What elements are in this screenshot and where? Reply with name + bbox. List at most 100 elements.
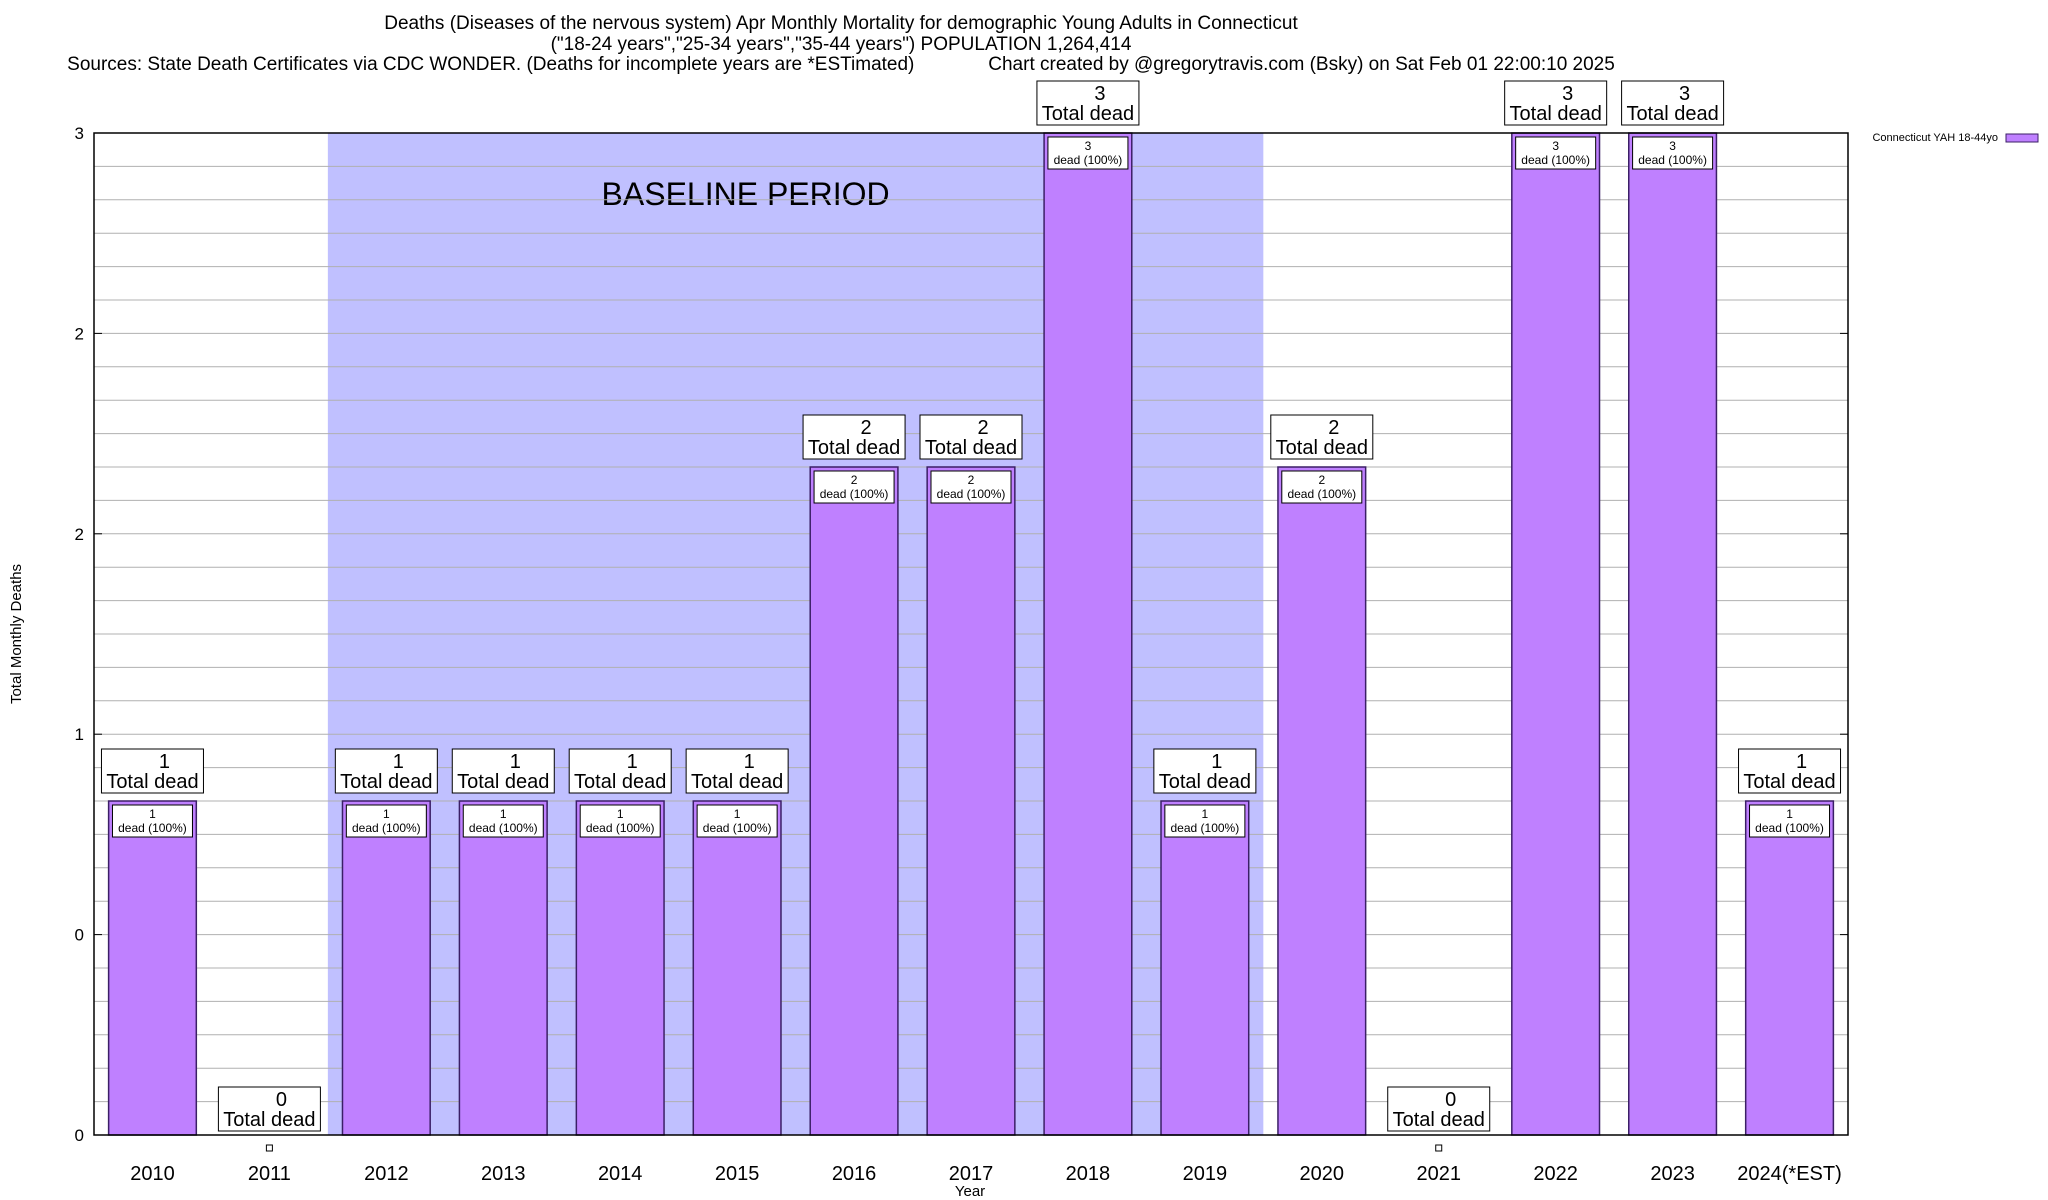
total-label-box-2022 xyxy=(1504,80,1608,126)
total-count-2024(*EST): 1 xyxy=(1796,751,1807,773)
total-label-box-2010 xyxy=(100,748,204,794)
bar-inner-label-2012: dead (100%) xyxy=(352,821,421,835)
bar-inner-count-2016: 2 xyxy=(851,473,858,487)
total-label-2013: Total dead xyxy=(457,771,549,793)
total-label-2015: Total dead xyxy=(691,771,783,793)
total-label-box-2016 xyxy=(802,414,906,460)
x-tick-label-2015: 2015 xyxy=(715,1163,760,1185)
y-tick-label: 3 xyxy=(75,124,84,143)
chart-title-line-3: Sources: State Death Certificates via CD… xyxy=(67,54,1615,75)
bar-inner-label-box-2020 xyxy=(1281,470,1363,504)
bar-inner-label-box-2019 xyxy=(1164,804,1246,838)
bar-inner-label-box-2024(*EST) xyxy=(1749,804,1831,838)
x-tick-label-2017: 2017 xyxy=(949,1163,994,1185)
bar-inner-count-2022: 3 xyxy=(1552,139,1559,153)
bar-2023 xyxy=(1628,132,1718,1136)
y-tick-label: 1 xyxy=(75,725,84,744)
bar-inner-label-2020: dead (100%) xyxy=(1287,487,1356,501)
bar-inner-count-2012: 1 xyxy=(383,807,390,821)
total-count-2020: 2 xyxy=(1328,417,1339,439)
x-tick-label-2022: 2022 xyxy=(1533,1163,1578,1185)
total-label-box-2017 xyxy=(919,414,1023,460)
bar-inner-label-2017: dead (100%) xyxy=(937,487,1006,501)
y-axis-label: Total Monthly Deaths xyxy=(8,564,25,704)
total-count-2019: 1 xyxy=(1211,751,1222,773)
y-tick-label: 2 xyxy=(75,525,84,544)
legend-label: Connecticut YAH 18-44yo xyxy=(1872,132,1998,144)
y-tick-label: 0 xyxy=(75,1126,84,1145)
bar-inner-label-2015: dead (100%) xyxy=(703,821,772,835)
bar-inner-label-box-2010 xyxy=(111,804,193,838)
total-label-2010: Total dead xyxy=(106,771,198,793)
bar-inner-label-2014: dead (100%) xyxy=(586,821,655,835)
bar-inner-label-box-2015 xyxy=(696,804,778,838)
legend-swatch xyxy=(2005,133,2039,143)
x-tick-label-2021: 2021 xyxy=(1416,1163,1461,1185)
x-tick-label-2023: 2023 xyxy=(1650,1163,1695,1185)
bar-inner-label-2023: dead (100%) xyxy=(1638,153,1707,167)
x-tick-label-2019: 2019 xyxy=(1183,1163,1228,1185)
bar-2024(*EST) xyxy=(1744,800,1835,1136)
total-label-box-2019 xyxy=(1153,748,1257,794)
bar-2012 xyxy=(341,800,431,1136)
bar-inner-label-box-2017 xyxy=(930,470,1012,504)
x-tick-label-2016: 2016 xyxy=(832,1163,877,1185)
x-tick-label-2018: 2018 xyxy=(1066,1163,1111,1185)
total-count-2018: 3 xyxy=(1094,83,1105,105)
x-tick-label-2020: 2020 xyxy=(1300,1163,1345,1185)
y-tick-label: 0 xyxy=(75,926,84,945)
bar-2010 xyxy=(107,800,198,1136)
bar-2013 xyxy=(458,800,548,1136)
total-label-box-2013 xyxy=(451,748,555,794)
x-tick-label-2024(*EST): 2024(*EST) xyxy=(1737,1163,1842,1185)
total-count-2017: 2 xyxy=(977,417,988,439)
bar-inner-count-2017: 2 xyxy=(968,473,975,487)
total-count-2011: 0 xyxy=(276,1089,287,1111)
x-tick-label-2010: 2010 xyxy=(130,1163,175,1185)
total-count-2013: 1 xyxy=(510,751,521,773)
bar-2015 xyxy=(692,800,782,1136)
total-label-2024(*EST): Total dead xyxy=(1743,771,1835,793)
bar-inner-count-2024(*EST): 1 xyxy=(1786,807,1793,821)
total-label-2021: Total dead xyxy=(1393,1109,1485,1131)
bar-inner-label-2019: dead (100%) xyxy=(1171,821,1240,835)
total-count-2014: 1 xyxy=(627,751,638,773)
total-label-box-2024(*EST) xyxy=(1738,748,1842,794)
bar-inner-label-box-2013 xyxy=(462,804,544,838)
bar-2018 xyxy=(1043,132,1133,1136)
total-count-2016: 2 xyxy=(861,417,872,439)
bar-inner-label-2024(*EST): dead (100%) xyxy=(1755,821,1824,835)
total-count-2010: 1 xyxy=(159,751,170,773)
bar-inner-count-2014: 1 xyxy=(617,807,624,821)
bar-inner-count-2013: 1 xyxy=(500,807,507,821)
bar-inner-label-2022: dead (100%) xyxy=(1521,153,1590,167)
total-label-2023: Total dead xyxy=(1626,103,1718,125)
plot-frame xyxy=(93,132,1849,1136)
bar-inner-label-2010: dead (100%) xyxy=(118,821,187,835)
total-count-2015: 1 xyxy=(744,751,755,773)
x-tick-label-2011: 2011 xyxy=(248,1163,291,1185)
total-count-2021: 0 xyxy=(1445,1089,1456,1111)
bar-inner-label-box-2016 xyxy=(813,470,895,504)
total-label-2011: Total dead xyxy=(223,1109,315,1131)
bar-inner-count-2023: 3 xyxy=(1669,139,1676,153)
total-label-2016: Total dead xyxy=(808,437,900,459)
bar-2019 xyxy=(1160,800,1250,1136)
total-label-box-2012 xyxy=(334,748,438,794)
total-label-box-2011 xyxy=(217,1086,321,1132)
bar-inner-label-box-2023 xyxy=(1632,136,1714,170)
bar-inner-label-box-2012 xyxy=(345,804,427,838)
chart-title-line-1: Deaths (Diseases of the nervous system) … xyxy=(384,13,1298,34)
total-label-2018: Total dead xyxy=(1042,103,1134,125)
bar-inner-count-2019: 1 xyxy=(1202,807,1209,821)
total-label-2017: Total dead xyxy=(925,437,1017,459)
bar-inner-label-2013: dead (100%) xyxy=(469,821,538,835)
y-tick-label: 2 xyxy=(75,324,84,343)
total-label-box-2015 xyxy=(685,748,789,794)
total-label-2012: Total dead xyxy=(340,771,432,793)
x-tick-label-2014: 2014 xyxy=(598,1163,643,1185)
bar-2017 xyxy=(926,466,1016,1136)
zero-marker-2011 xyxy=(265,1144,273,1152)
bar-inner-label-2018: dead (100%) xyxy=(1054,153,1123,167)
total-label-box-2020 xyxy=(1270,414,1374,460)
